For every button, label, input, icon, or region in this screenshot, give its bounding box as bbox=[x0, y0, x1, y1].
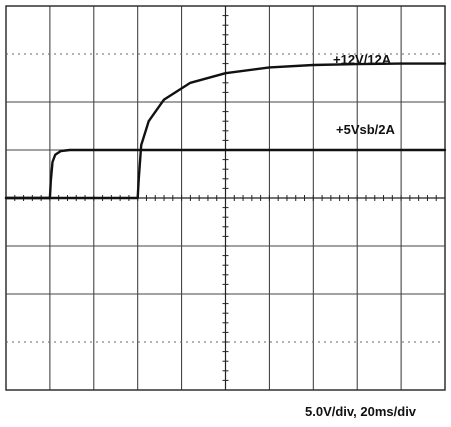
trace-5vsb bbox=[4, 148, 447, 200]
trace-label-5vsb: +5Vsb/2A bbox=[336, 122, 396, 137]
traces bbox=[4, 62, 447, 200]
scale-note: 5.0V/div, 20ms/div bbox=[305, 404, 417, 419]
trace-label-12v: +12V/12A bbox=[333, 52, 392, 67]
trace-12v bbox=[4, 62, 447, 200]
